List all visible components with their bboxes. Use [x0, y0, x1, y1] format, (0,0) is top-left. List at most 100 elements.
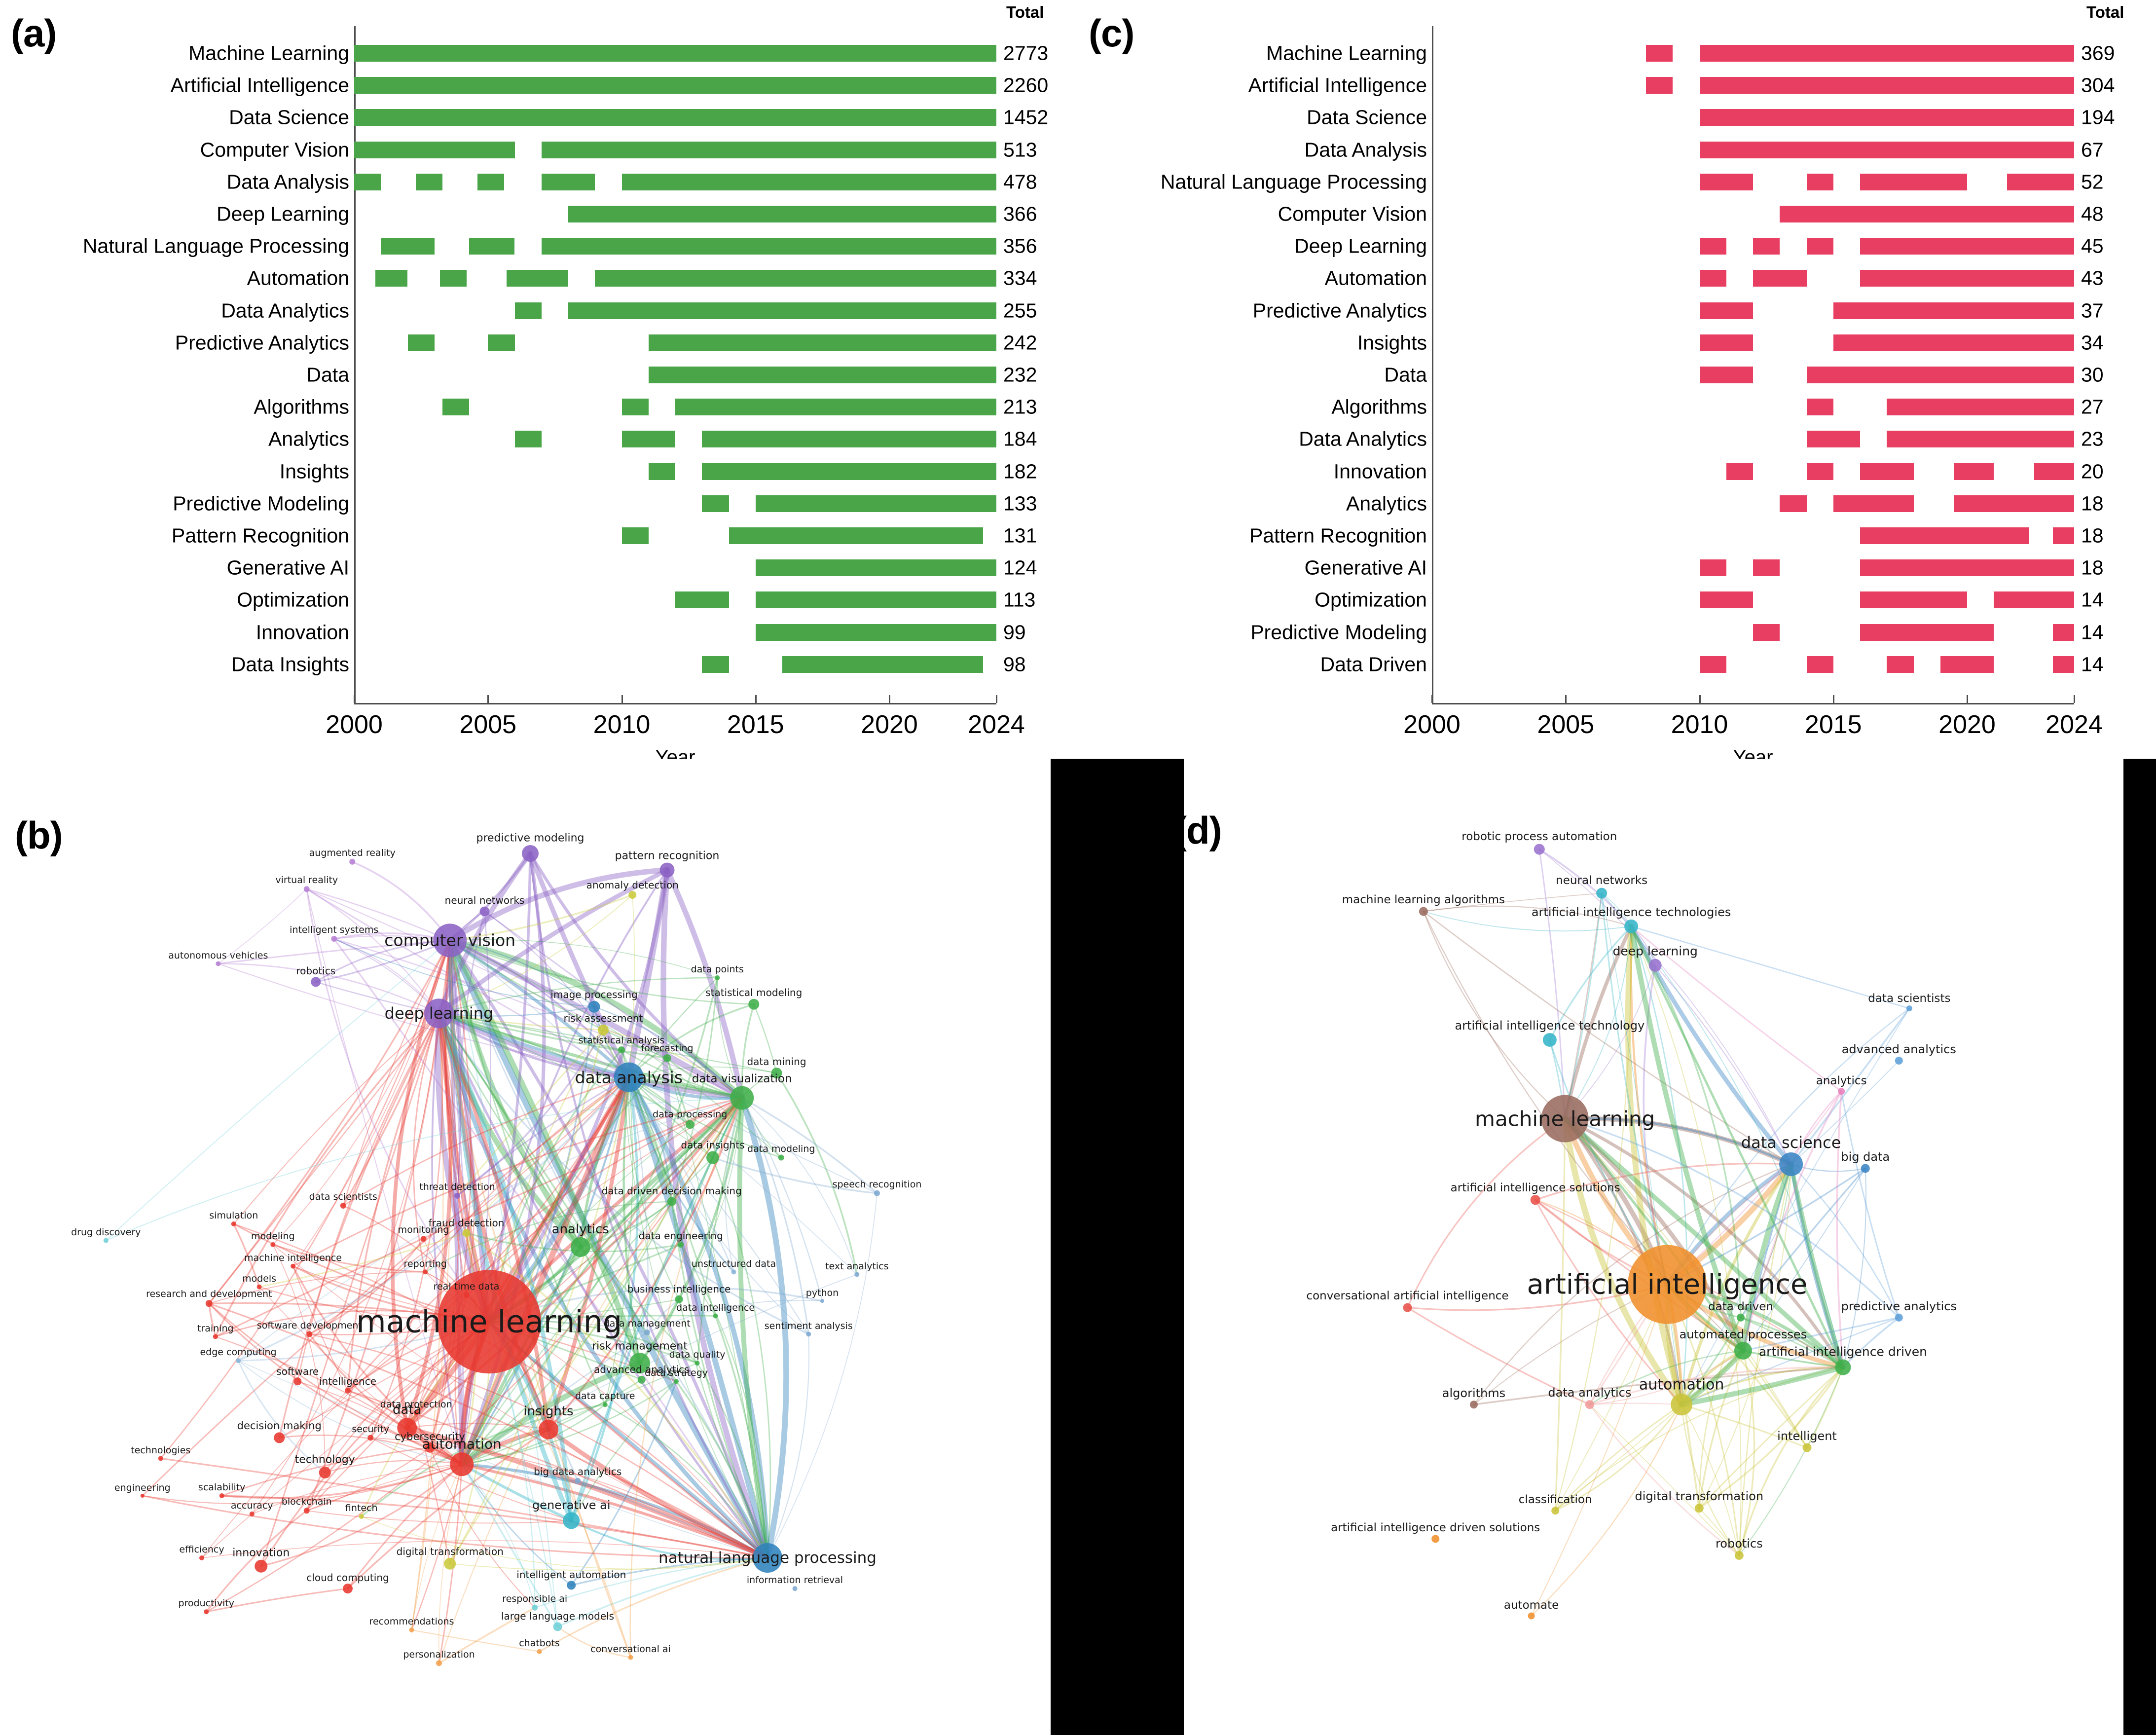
network-node[interactable]	[1541, 1095, 1589, 1143]
network-node[interactable]	[1802, 1443, 1812, 1452]
network-node[interactable]	[537, 1649, 542, 1654]
network-node[interactable]	[753, 1543, 782, 1573]
network-node[interactable]	[436, 1660, 442, 1666]
network-node[interactable]	[588, 1000, 600, 1013]
network-node[interactable]	[778, 1154, 784, 1161]
network-node[interactable]	[1906, 1005, 1912, 1012]
network-node[interactable]	[1431, 1535, 1440, 1543]
network-node[interactable]	[1734, 1550, 1744, 1560]
network-node[interactable]	[1469, 1401, 1478, 1409]
network-node[interactable]	[340, 1203, 346, 1209]
network-node[interactable]	[792, 1586, 798, 1591]
network-node[interactable]	[614, 1062, 644, 1092]
network-node[interactable]	[274, 1432, 285, 1443]
network-node[interactable]	[678, 1241, 684, 1248]
network-node[interactable]	[563, 1512, 580, 1529]
network-node[interactable]	[437, 1270, 541, 1374]
network-node[interactable]	[1528, 1612, 1535, 1620]
network-node[interactable]	[1895, 1057, 1903, 1065]
network-node[interactable]	[644, 1329, 650, 1336]
network-node[interactable]	[715, 975, 720, 980]
network-node[interactable]	[663, 1054, 671, 1062]
network-node[interactable]	[1542, 1033, 1557, 1047]
network-node[interactable]	[694, 1361, 700, 1366]
network-node[interactable]	[1419, 907, 1428, 916]
network-node[interactable]	[345, 1387, 351, 1394]
network-node[interactable]	[450, 1452, 474, 1477]
network-node[interactable]	[874, 1190, 880, 1196]
network-node[interactable]	[1835, 1359, 1851, 1375]
network-node[interactable]	[219, 1493, 224, 1498]
network-node[interactable]	[628, 891, 637, 899]
network-node[interactable]	[103, 1238, 109, 1243]
network-node[interactable]	[444, 1557, 456, 1570]
network-node[interactable]	[303, 886, 310, 892]
network-node[interactable]	[1734, 1342, 1752, 1360]
network-node[interactable]	[748, 998, 760, 1010]
network-node[interactable]	[1895, 1313, 1903, 1322]
network-node[interactable]	[311, 977, 321, 987]
network-node[interactable]	[1628, 1245, 1707, 1324]
network-node[interactable]	[463, 1292, 470, 1298]
network-node[interactable]	[140, 1494, 145, 1498]
network-node[interactable]	[1648, 959, 1662, 972]
network-node[interactable]	[204, 1609, 209, 1615]
network-node[interactable]	[1838, 1088, 1845, 1095]
network-node[interactable]	[674, 1379, 679, 1384]
network-node[interactable]	[454, 1192, 460, 1199]
network-node[interactable]	[343, 1584, 353, 1594]
network-node[interactable]	[628, 1655, 633, 1660]
network-node[interactable]	[293, 1377, 302, 1386]
network-node[interactable]	[255, 1559, 268, 1573]
network-node[interactable]	[570, 1237, 590, 1257]
network-node[interactable]	[618, 1046, 625, 1054]
network-node[interactable]	[685, 1120, 694, 1129]
network-node[interactable]	[1534, 844, 1545, 855]
network-node[interactable]	[659, 862, 675, 878]
network-node[interactable]	[730, 1086, 754, 1110]
network-node[interactable]	[331, 936, 337, 942]
network-node[interactable]	[1671, 1394, 1693, 1416]
network-node[interactable]	[270, 1242, 276, 1247]
network-node[interactable]	[231, 1221, 236, 1226]
network-node[interactable]	[806, 1331, 811, 1337]
network-node[interactable]	[1403, 1303, 1412, 1312]
network-node[interactable]	[667, 1197, 676, 1206]
network-node[interactable]	[1779, 1152, 1803, 1176]
network-node[interactable]	[216, 961, 221, 966]
network-node[interactable]	[249, 1511, 255, 1516]
network-node[interactable]	[1737, 1313, 1745, 1322]
network-node[interactable]	[420, 1236, 427, 1242]
network-node[interactable]	[423, 1269, 428, 1275]
network-node[interactable]	[397, 1418, 417, 1438]
network-node[interactable]	[291, 1263, 295, 1269]
network-node[interactable]	[306, 1331, 313, 1337]
network-node[interactable]	[236, 1358, 241, 1364]
network-node[interactable]	[1624, 919, 1639, 933]
network-node[interactable]	[522, 845, 539, 862]
network-node[interactable]	[1585, 1400, 1594, 1409]
network-node[interactable]	[598, 1024, 609, 1035]
network-node[interactable]	[713, 1313, 718, 1319]
network-node[interactable]	[1551, 1507, 1560, 1515]
network-node[interactable]	[731, 1269, 736, 1275]
network-node[interactable]	[479, 906, 490, 917]
network-node[interactable]	[706, 1151, 719, 1164]
network-node[interactable]	[1861, 1164, 1870, 1173]
network-node[interactable]	[303, 1508, 310, 1514]
network-node[interactable]	[637, 1375, 646, 1384]
network-node[interactable]	[462, 1229, 471, 1237]
network-node[interactable]	[256, 1284, 262, 1290]
network-node[interactable]	[205, 1300, 213, 1307]
network-node[interactable]	[532, 1604, 538, 1611]
network-node[interactable]	[424, 998, 454, 1029]
network-node[interactable]	[567, 1581, 576, 1590]
network-node[interactable]	[602, 1402, 608, 1407]
network-node[interactable]	[553, 1622, 562, 1631]
network-node[interactable]	[413, 1410, 419, 1415]
network-node[interactable]	[349, 858, 356, 865]
network-node[interactable]	[539, 1419, 558, 1440]
network-node[interactable]	[199, 1555, 204, 1560]
network-node[interactable]	[213, 1334, 218, 1339]
network-node[interactable]	[367, 1435, 374, 1441]
